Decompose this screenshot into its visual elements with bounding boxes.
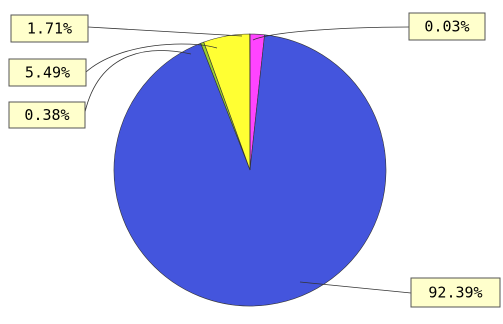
data-label-box-2: [8, 101, 86, 129]
data-label-box-0: [10, 14, 89, 43]
pie-slice-1: [113, 34, 387, 307]
leader-line-0: [87, 26, 243, 37]
data-label-text-1: 92.39%: [428, 284, 482, 302]
pie-slices: [113, 33, 387, 307]
data-label-text-4: 0.03%: [424, 18, 469, 36]
leader-line-4: [252, 26, 410, 41]
leader-line-1: [299, 281, 412, 294]
data-label-box-1: [410, 277, 501, 308]
data-label-2: 0.38%: [8, 101, 86, 129]
data-label-4: 0.03%: [408, 12, 486, 41]
data-labels: 1.71% 92.39% 0.38% 5.49% 0.03%: [8, 12, 501, 308]
data-label-text-2: 0.38%: [24, 106, 69, 124]
data-label-0: 1.71%: [10, 14, 89, 43]
data-label-text-0: 1.71%: [27, 20, 72, 38]
data-label-text-3: 5.49%: [25, 64, 70, 82]
leader-line-2: [84, 50, 192, 113]
data-label-3: 5.49%: [8, 58, 87, 87]
leader-lines: [84, 26, 412, 294]
leader-line-3: [85, 43, 218, 73]
data-label-box-3: [8, 58, 87, 87]
data-label-box-4: [408, 12, 486, 41]
data-label-1: 92.39%: [410, 277, 501, 308]
